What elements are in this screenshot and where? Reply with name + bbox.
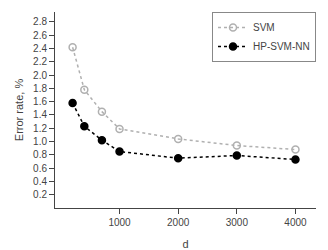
- svg-text:HP-SVM-NN: HP-SVM-NN: [253, 41, 310, 52]
- svg-text:4000: 4000: [284, 217, 307, 228]
- svg-text:0.6: 0.6: [33, 163, 47, 174]
- svg-text:SVM: SVM: [253, 22, 275, 33]
- svg-text:2.4: 2.4: [33, 43, 47, 54]
- svg-text:Error rate, %: Error rate, %: [13, 79, 25, 142]
- svg-text:0.2: 0.2: [33, 189, 47, 200]
- svg-text:2.0: 2.0: [33, 70, 47, 81]
- svg-text:2.8: 2.8: [33, 16, 47, 27]
- svg-text:1000: 1000: [108, 217, 131, 228]
- svg-text:2.6: 2.6: [33, 30, 47, 41]
- svg-text:d: d: [182, 238, 188, 250]
- svg-text:1.8: 1.8: [33, 83, 47, 94]
- svg-text:3000: 3000: [226, 217, 249, 228]
- svg-text:1.4: 1.4: [33, 109, 47, 120]
- svg-text:2.2: 2.2: [33, 56, 47, 67]
- svg-text:2000: 2000: [167, 217, 190, 228]
- svg-text:1.0: 1.0: [33, 136, 47, 147]
- svg-text:1.2: 1.2: [33, 123, 47, 134]
- svg-text:0.4: 0.4: [33, 176, 47, 187]
- svg-text:0.8: 0.8: [33, 149, 47, 160]
- svg-text:1.6: 1.6: [33, 96, 47, 107]
